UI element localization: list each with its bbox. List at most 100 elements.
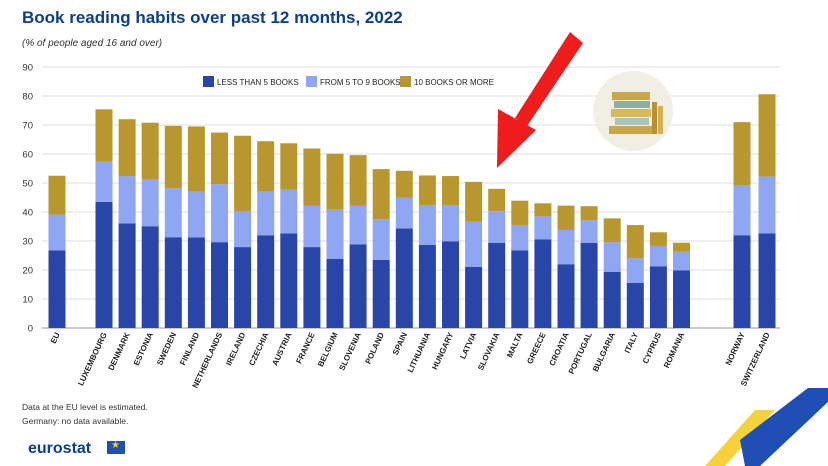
- bar-segment: [465, 181, 483, 222]
- x-tick-label: SWEDEN: [155, 331, 178, 367]
- bar-segment: [303, 148, 321, 206]
- bar-segment: [326, 153, 344, 210]
- chart-title: Book reading habits over past 12 months,…: [22, 8, 403, 27]
- bar-segment: [211, 184, 228, 243]
- bar-segment: [187, 237, 205, 328]
- bar-segment: [673, 270, 690, 328]
- bar-segment: [234, 135, 252, 212]
- x-tick-label: GREECE: [525, 330, 548, 365]
- bar-segment: [326, 209, 344, 259]
- bar-segment: [649, 266, 667, 328]
- bar-segment: [580, 206, 598, 221]
- bar-segment: [442, 176, 459, 206]
- x-tick-label: BULGARIA: [591, 331, 617, 373]
- bar-segment: [141, 122, 159, 180]
- bar-segment: [395, 228, 413, 328]
- bar-segment: [488, 242, 506, 328]
- legend-label: 10 BOOKS OR MORE: [414, 78, 494, 87]
- x-tick-label: POLAND: [364, 331, 387, 366]
- bar-segment: [649, 232, 667, 246]
- bar-segment: [626, 282, 644, 328]
- bar-segment: [164, 125, 182, 189]
- bar-segment: [372, 169, 390, 220]
- bar-segment: [372, 259, 390, 328]
- bar-segment: [442, 241, 459, 328]
- bar-segment: [187, 191, 205, 238]
- eurostat-logo: eurostat: [28, 440, 92, 457]
- bar-segment: [349, 244, 367, 328]
- x-tick-label: SLOVENIA: [337, 331, 363, 372]
- bar-segment: [465, 221, 483, 267]
- bar-segment: [673, 242, 690, 252]
- x-tick-label: DENMARK: [106, 331, 132, 372]
- y-tick-label: 70: [22, 121, 33, 132]
- bar-segment: [280, 189, 298, 234]
- bar-segment: [511, 250, 529, 328]
- bar-segment: [118, 223, 136, 328]
- y-tick-label: 30: [22, 237, 33, 248]
- x-tick-label: MALTA: [505, 331, 525, 359]
- y-tick-label: 60: [22, 150, 33, 161]
- x-tick-label: LATVIA: [458, 331, 478, 361]
- x-tick-label: AUSTRIA: [270, 331, 293, 367]
- bar-segment: [557, 229, 575, 265]
- bar-segment: [442, 205, 459, 242]
- bar-segment: [603, 218, 621, 243]
- bar-segment: [164, 237, 182, 328]
- bar-segment: [48, 175, 66, 215]
- bar-segment: [534, 216, 552, 240]
- bar-segment: [488, 211, 506, 243]
- y-tick-label: 0: [28, 324, 33, 335]
- bar-segment: [395, 197, 413, 229]
- bar-segment: [733, 122, 751, 186]
- x-tick-label: ROMANIA: [662, 331, 686, 370]
- bar-segment: [418, 175, 436, 206]
- x-tick-label: IRELAND: [224, 331, 247, 367]
- legend-swatch: [203, 76, 214, 87]
- bar-segment: [603, 271, 621, 328]
- bar-segment: [673, 251, 690, 271]
- y-tick-label: 50: [22, 179, 33, 190]
- bar-segment: [758, 176, 776, 234]
- bar-segment: [95, 161, 113, 202]
- bar-segment: [733, 185, 751, 236]
- x-tick-label: LUXEMBOURG: [76, 331, 109, 387]
- bar-segment: [234, 247, 252, 328]
- bar-segment: [141, 179, 159, 227]
- bar-segment: [118, 119, 136, 177]
- legend-label: LESS THAN 5 BOOKS: [217, 78, 299, 87]
- y-tick-label: 10: [22, 295, 33, 306]
- books-icon: [593, 71, 673, 151]
- x-tick-label: SLOVAKIA: [476, 331, 501, 372]
- bar-segment: [95, 201, 113, 328]
- x-tick-label: BELGIUM: [316, 331, 340, 369]
- bar-segment: [511, 225, 529, 251]
- bar-segment: [372, 219, 390, 260]
- bar-segment: [303, 205, 321, 248]
- bar-segment: [211, 242, 228, 328]
- y-tick-label: 80: [22, 92, 33, 103]
- bar-segment: [557, 264, 575, 328]
- bar-segment: [257, 191, 275, 236]
- bar-segment: [465, 266, 483, 328]
- x-tick-label: EU: [49, 331, 62, 345]
- bar-segment: [303, 247, 321, 328]
- decorative-stripes-icon: [705, 388, 828, 466]
- bar-segment: [557, 205, 575, 230]
- bar-segment: [280, 233, 298, 328]
- red-arrow-icon: [497, 32, 583, 168]
- x-tick-label: HUNGARY: [430, 330, 455, 371]
- chart-subtitle: (% of people aged 16 and over): [22, 38, 163, 49]
- bar-segment: [95, 109, 113, 162]
- x-tick-label: FRANCE: [294, 330, 317, 365]
- bar-segment: [488, 188, 506, 212]
- bar-segment: [649, 245, 667, 267]
- x-tick-label: CROATIA: [548, 331, 571, 367]
- x-tick-label: PORTUGAL: [567, 331, 594, 376]
- bar-segment: [758, 94, 776, 177]
- bar-segment: [280, 143, 298, 190]
- legend-swatch: [400, 76, 411, 87]
- eu-flag-icon: [107, 440, 125, 454]
- bar-segment: [733, 235, 751, 328]
